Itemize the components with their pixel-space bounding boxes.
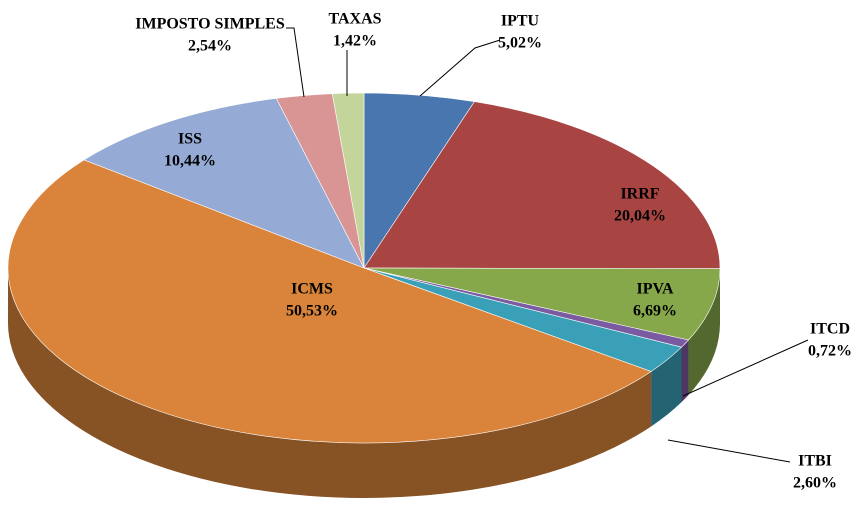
value-label: 5,02% — [498, 35, 542, 52]
value-label: 6,69% — [633, 303, 677, 320]
value-label: 2,60% — [793, 475, 837, 492]
leader-line — [286, 27, 305, 98]
slice — [363, 267, 721, 341]
value-label: 1,42% — [333, 33, 377, 50]
slice-label: IPVA — [636, 281, 673, 298]
value-label: 50,53% — [286, 303, 338, 320]
value-label: 20,04% — [614, 208, 666, 225]
slice-label: IRRF — [620, 186, 659, 203]
slice-label: TAXAS — [328, 11, 381, 28]
leader-line — [682, 339, 809, 397]
slice-label: IMPOSTO SIMPLES — [135, 16, 285, 33]
leader-line — [419, 39, 501, 97]
slice-label: IPTU — [501, 13, 540, 30]
slice-side — [688, 268, 720, 396]
slice — [83, 98, 365, 269]
slice-label: ITCD — [810, 321, 850, 338]
slice-side — [8, 268, 652, 498]
slice-side — [651, 347, 682, 427]
slice-side — [681, 340, 689, 403]
slice-label: ITBI — [798, 453, 832, 470]
slice — [331, 92, 365, 269]
slice-label: ISS — [178, 131, 202, 148]
value-label: 10,44% — [164, 153, 216, 170]
slice-label: ICMS — [291, 281, 333, 298]
value-label: 0,72% — [808, 343, 852, 360]
leader-line — [667, 439, 791, 463]
slice — [363, 101, 721, 269]
slice — [7, 159, 652, 444]
value-label: 2,54% — [188, 38, 232, 55]
